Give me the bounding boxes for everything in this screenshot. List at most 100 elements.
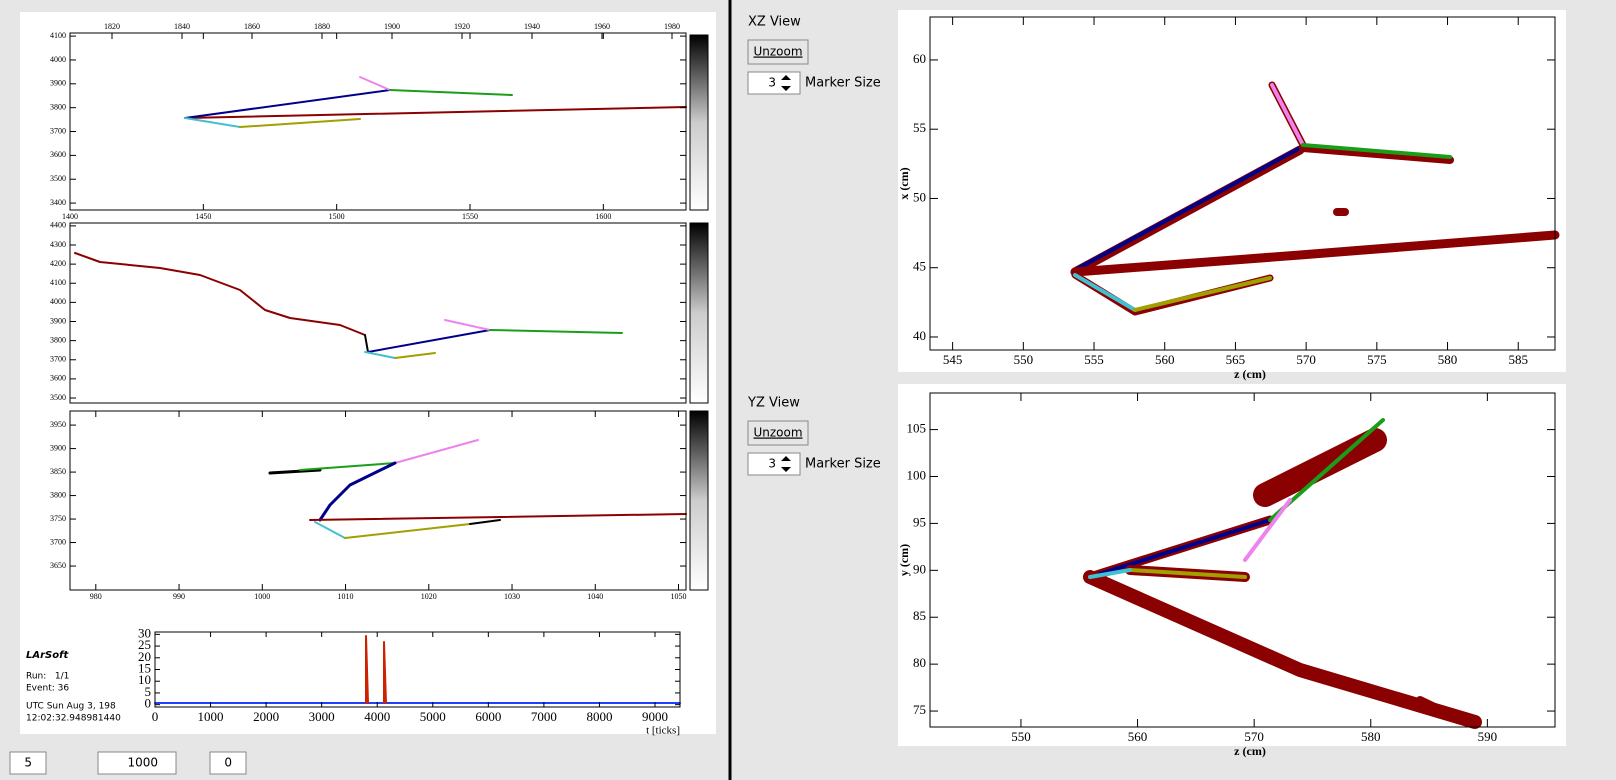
top-x-tick-label: 1820 — [104, 22, 120, 31]
view-title: YZ View — [747, 396, 800, 411]
top-x-tick-label: 1860 — [244, 22, 260, 31]
y-tick-label: 3950 — [50, 420, 66, 429]
x-tick-label: 1050 — [671, 592, 687, 601]
x-tick-label: 580 — [1438, 352, 1458, 367]
y-tick-label: 3900 — [50, 316, 66, 325]
x-tick-label: 555 — [1084, 352, 1104, 367]
x-tick-label: 1400 — [62, 212, 78, 221]
y-tick-label: 3900 — [50, 443, 66, 452]
y-tick-label: 3600 — [50, 374, 66, 383]
x-tick-label: 560 — [1155, 352, 1175, 367]
colorbar — [690, 411, 708, 590]
screen: LArSoft Run: 1/1 Event: 36 UTC Sun Aug 3… — [0, 0, 1616, 780]
y-tick-label: 3800 — [50, 335, 66, 344]
y-tick-label: 40 — [913, 328, 926, 343]
spinbox-value[interactable]: 5 — [24, 756, 32, 770]
y-tick-label: 45 — [913, 259, 926, 274]
x-tick-label: 6000 — [475, 709, 501, 724]
y-tick-label: 3800 — [50, 490, 66, 499]
y-tick-label: 90 — [913, 561, 926, 576]
x-tick-label: 4000 — [364, 709, 390, 724]
x-tick-label: 9000 — [642, 709, 668, 724]
y-tick-label: 105 — [907, 421, 927, 436]
unzoom-label[interactable]: Unzoom — [753, 426, 802, 440]
x-tick-label: 550 — [1011, 729, 1031, 744]
y-tick-label: 4000 — [50, 297, 66, 306]
y-tick-label: 75 — [913, 702, 926, 717]
x-tick-label: 1450 — [195, 212, 211, 221]
y-tick-label: 55 — [913, 120, 926, 135]
spinbox-value[interactable]: 0 — [224, 756, 232, 770]
x-tick-label: 0 — [152, 709, 159, 724]
yz-canvas — [898, 384, 1566, 746]
view-title: XZ View — [748, 15, 801, 30]
info-title: LArSoft — [26, 650, 69, 661]
top-x-tick-label: 1940 — [524, 22, 540, 31]
x-tick-label: 2000 — [253, 709, 279, 724]
y-axis-label: x (cm) — [897, 167, 911, 199]
x-tick-label: 3000 — [309, 709, 335, 724]
x-tick-label: 8000 — [586, 709, 612, 724]
y-tick-label: 3650 — [50, 561, 66, 570]
unzoom-label[interactable]: Unzoom — [753, 45, 802, 59]
y-tick-label: 100 — [907, 467, 927, 482]
y-tick-label: 60 — [913, 51, 926, 66]
colorbar — [690, 35, 708, 210]
y-tick-label: 3400 — [50, 198, 66, 207]
x-tick-label: 570 — [1296, 352, 1316, 367]
info-run: Run: 1/1 — [26, 672, 69, 682]
top-x-tick-label: 1980 — [664, 22, 680, 31]
info-event: Event: 36 — [26, 684, 69, 694]
x-tick-label: 570 — [1244, 729, 1264, 744]
y-tick-label: 50 — [913, 189, 926, 204]
y-tick-label: 3500 — [50, 174, 66, 183]
x-tick-label: 565 — [1226, 352, 1246, 367]
x-tick-label: 1030 — [504, 592, 520, 601]
x-tick-label: 1000 — [198, 709, 224, 724]
x-axis-label: z (cm) — [1234, 744, 1266, 758]
marker-size-label: Marker Size — [805, 457, 881, 472]
x-axis-label: z (cm) — [1234, 367, 1266, 381]
x-tick-label: 7000 — [531, 709, 557, 724]
marker-size-value[interactable]: 3 — [768, 457, 776, 471]
x-tick-label: 1040 — [587, 592, 603, 601]
top-x-tick-label: 1960 — [594, 22, 610, 31]
marker-size-value[interactable]: 3 — [768, 76, 776, 90]
y-tick-label: 30 — [138, 625, 151, 640]
x-tick-label: 5000 — [420, 709, 446, 724]
x-tick-label: 585 — [1508, 352, 1528, 367]
x-tick-label: 545 — [943, 352, 963, 367]
x-tick-label: 1500 — [329, 212, 345, 221]
info-time: 12:02:32.948981440 — [26, 714, 121, 724]
y-tick-label: 3500 — [50, 393, 66, 402]
y-axis-label: y (cm) — [897, 544, 911, 576]
x-tick-label: 560 — [1128, 729, 1148, 744]
top-x-tick-label: 1880 — [314, 22, 330, 31]
x-tick-label: 590 — [1478, 729, 1498, 744]
x-tick-label: 1000 — [254, 592, 270, 601]
colorbar — [690, 223, 708, 403]
y-tick-label: 4200 — [50, 259, 66, 268]
y-tick-label: 4400 — [50, 221, 66, 230]
x-tick-label: 1010 — [338, 592, 354, 601]
y-tick-label: 4300 — [50, 240, 66, 249]
y-tick-label: 3800 — [50, 102, 66, 111]
x-tick-label: 980 — [90, 592, 102, 601]
y-tick-label: 3700 — [50, 355, 66, 364]
top-x-tick-label: 1900 — [384, 22, 400, 31]
info-date: UTC Sun Aug 3, 198 — [26, 702, 116, 712]
x-tick-label: 1020 — [421, 592, 437, 601]
spinbox-value[interactable]: 1000 — [127, 756, 158, 770]
left-canvas — [20, 12, 716, 734]
top-x-tick-label: 1840 — [174, 22, 190, 31]
x-tick-label: 580 — [1361, 729, 1381, 744]
y-tick-label: 95 — [913, 514, 926, 529]
y-tick-label: 3700 — [50, 537, 66, 546]
y-tick-label: 3600 — [50, 150, 66, 159]
top-x-tick-label: 1920 — [454, 22, 470, 31]
x-tick-label: 575 — [1367, 352, 1387, 367]
y-tick-label: 3750 — [50, 514, 66, 523]
x-tick-label: 1600 — [595, 212, 611, 221]
y-tick-label: 3850 — [50, 467, 66, 476]
x-tick-label: 990 — [173, 592, 185, 601]
